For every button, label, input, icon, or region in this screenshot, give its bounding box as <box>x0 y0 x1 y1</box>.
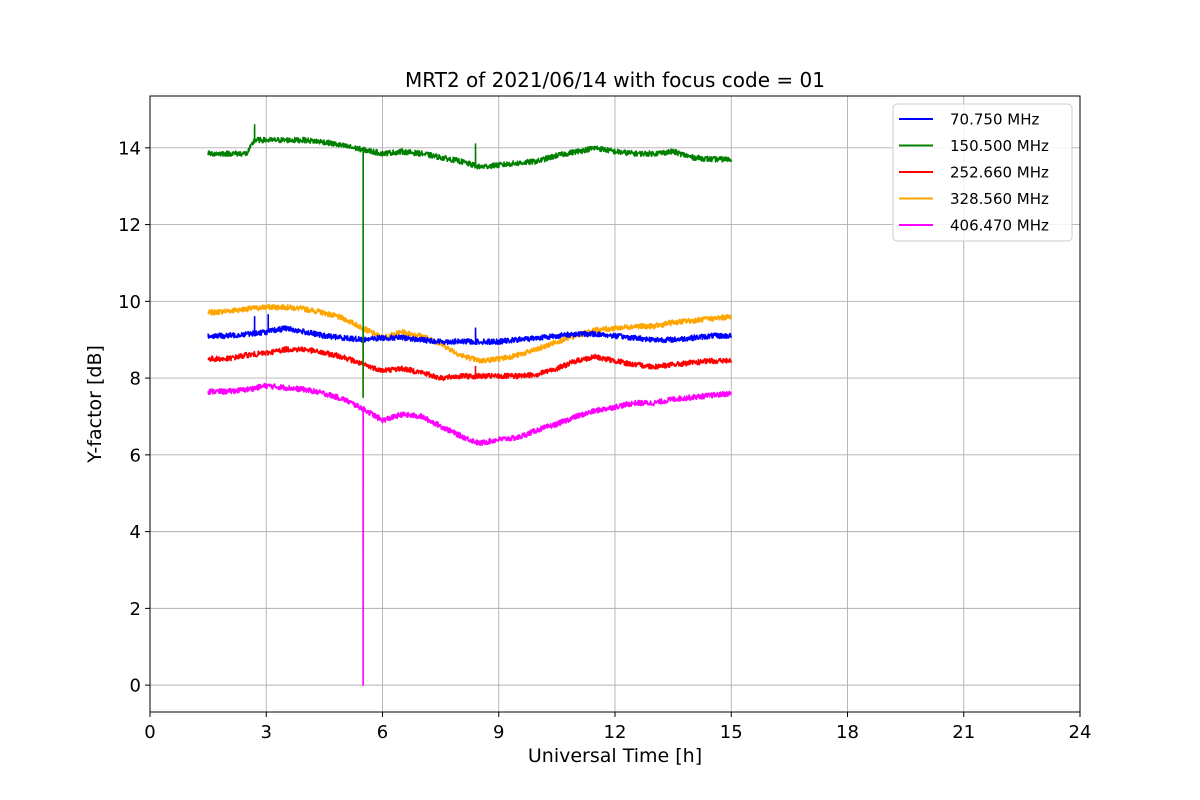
x-tick-label: 3 <box>261 722 272 743</box>
y-tick-label: 10 <box>118 292 141 313</box>
legend-label: 406.470 MHz <box>950 217 1049 235</box>
series-lines <box>207 123 733 686</box>
y-tick-label: 6 <box>130 445 141 466</box>
x-tick-label: 9 <box>493 722 504 743</box>
y-tick-label: 14 <box>118 138 141 159</box>
y-tick-label: 8 <box>130 369 141 390</box>
x-tick-label: 24 <box>1069 722 1092 743</box>
series-line-3 <box>207 303 732 399</box>
x-tick-label: 21 <box>952 722 975 743</box>
y-tick-label: 4 <box>130 522 141 543</box>
legend-label: 328.560 MHz <box>950 190 1049 208</box>
legend-label: 252.660 MHz <box>950 164 1049 182</box>
x-axis-label: Universal Time [h] <box>528 745 702 767</box>
x-tick-label: 6 <box>377 722 388 743</box>
y-tick-label: 0 <box>130 676 141 697</box>
x-tick-label: 18 <box>836 722 859 743</box>
y-tick-label: 2 <box>130 599 141 620</box>
series-line-1 <box>207 123 733 399</box>
x-tick-label: 0 <box>144 722 155 743</box>
y-axis-label: Y-factor [dB] <box>84 345 106 464</box>
legend: 70.750 MHz 150.500 MHz 252.660 MHz 328.560 … <box>892 103 1073 242</box>
x-tick-label: 15 <box>720 722 743 743</box>
legend-label: 150.500 MHz <box>950 137 1049 155</box>
series-line-2 <box>207 345 733 382</box>
series-line-4 <box>207 382 732 686</box>
chart-title: MRT2 of 2021/06/14 with focus code = 01 <box>405 68 825 92</box>
x-tick-label: 12 <box>604 722 627 743</box>
legend-label: 70.750 MHz <box>950 111 1039 129</box>
y-tick-label: 12 <box>118 215 141 236</box>
legend-box <box>892 103 1073 242</box>
series-line-0 <box>207 313 733 346</box>
